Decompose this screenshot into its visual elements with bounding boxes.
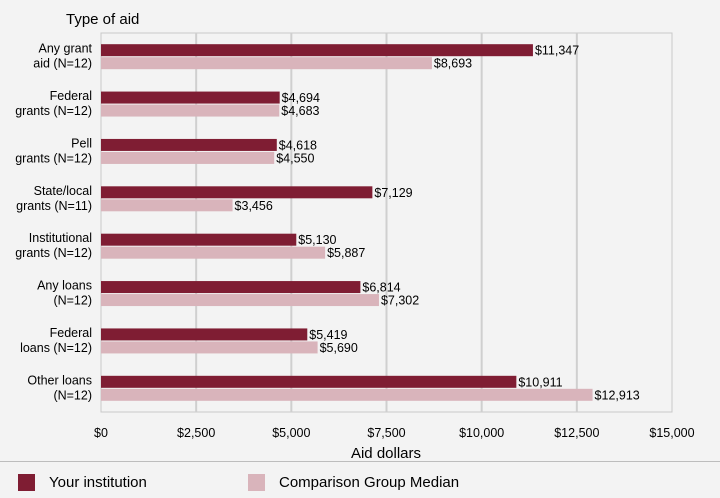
legend-item-comparison-group-median: Comparison Group Median	[248, 474, 459, 491]
category-label: Pell grants (N=12)	[15, 136, 92, 165]
bar-comparison-median	[101, 57, 432, 70]
category-label: Any loans (N=12)	[37, 279, 92, 308]
category-label: Any grant aid (N=12)	[33, 42, 92, 71]
data-label: $10,911	[518, 375, 562, 389]
legend-swatch-comparison-group-median	[248, 474, 265, 491]
x-tick-label: $12,500	[554, 426, 599, 440]
category-label: Institutional grants (N=12)	[15, 231, 92, 260]
bar-comparison-median	[101, 388, 593, 401]
bar-your-institution	[101, 186, 373, 199]
bar-comparison-median	[101, 151, 275, 164]
data-label: $4,550	[276, 151, 314, 165]
data-label: $7,302	[381, 294, 419, 308]
x-tick-label: $5,000	[272, 426, 310, 440]
bar-comparison-median	[101, 294, 379, 307]
bar-your-institution	[101, 138, 277, 151]
x-tick-label: $0	[94, 426, 108, 440]
data-label: $3,456	[235, 199, 273, 213]
bar-your-institution	[101, 328, 308, 341]
x-tick-label: $2,500	[177, 426, 215, 440]
bar-your-institution	[101, 375, 517, 388]
bar-your-institution	[101, 233, 297, 246]
bar-comparison-median	[101, 246, 326, 259]
data-label: $4,618	[279, 138, 317, 152]
data-label: $5,690	[320, 341, 358, 355]
legend: Your institution Comparison Group Median	[0, 461, 720, 498]
x-axis-label: Aid dollars	[351, 445, 421, 462]
bar-your-institution	[101, 281, 361, 294]
bar-comparison-median	[101, 341, 318, 354]
category-label: Other loans (N=12)	[27, 373, 92, 402]
data-label: $8,693	[434, 57, 472, 71]
x-tick-label: $7,500	[367, 426, 405, 440]
bar-your-institution	[101, 91, 280, 104]
legend-label: Comparison Group Median	[279, 474, 460, 491]
x-tick-label: $10,000	[459, 426, 504, 440]
chart-title: Type of aid	[66, 11, 139, 28]
data-label: $7,129	[374, 186, 412, 200]
category-label: State/local grants (N=11)	[16, 184, 92, 213]
data-label: $12,913	[595, 388, 640, 402]
legend-label: Your institution	[49, 474, 147, 491]
bar-comparison-median	[101, 199, 233, 212]
bar-your-institution	[101, 44, 533, 57]
data-label: $5,130	[298, 233, 336, 247]
x-tick-label: $15,000	[649, 426, 694, 440]
category-label: Federal grants (N=12)	[15, 89, 92, 118]
data-label: $4,694	[282, 91, 320, 105]
category-label: Federal loans (N=12)	[20, 326, 92, 355]
data-label: $6,814	[362, 281, 400, 295]
bar-comparison-median	[101, 104, 280, 117]
data-label: $11,347	[535, 44, 579, 58]
data-label: $4,683	[281, 104, 319, 118]
data-label: $5,887	[327, 246, 365, 260]
legend-swatch-your-institution	[18, 474, 35, 491]
legend-item-your-institution: Your institution	[18, 474, 147, 491]
data-label: $5,419	[309, 328, 347, 342]
